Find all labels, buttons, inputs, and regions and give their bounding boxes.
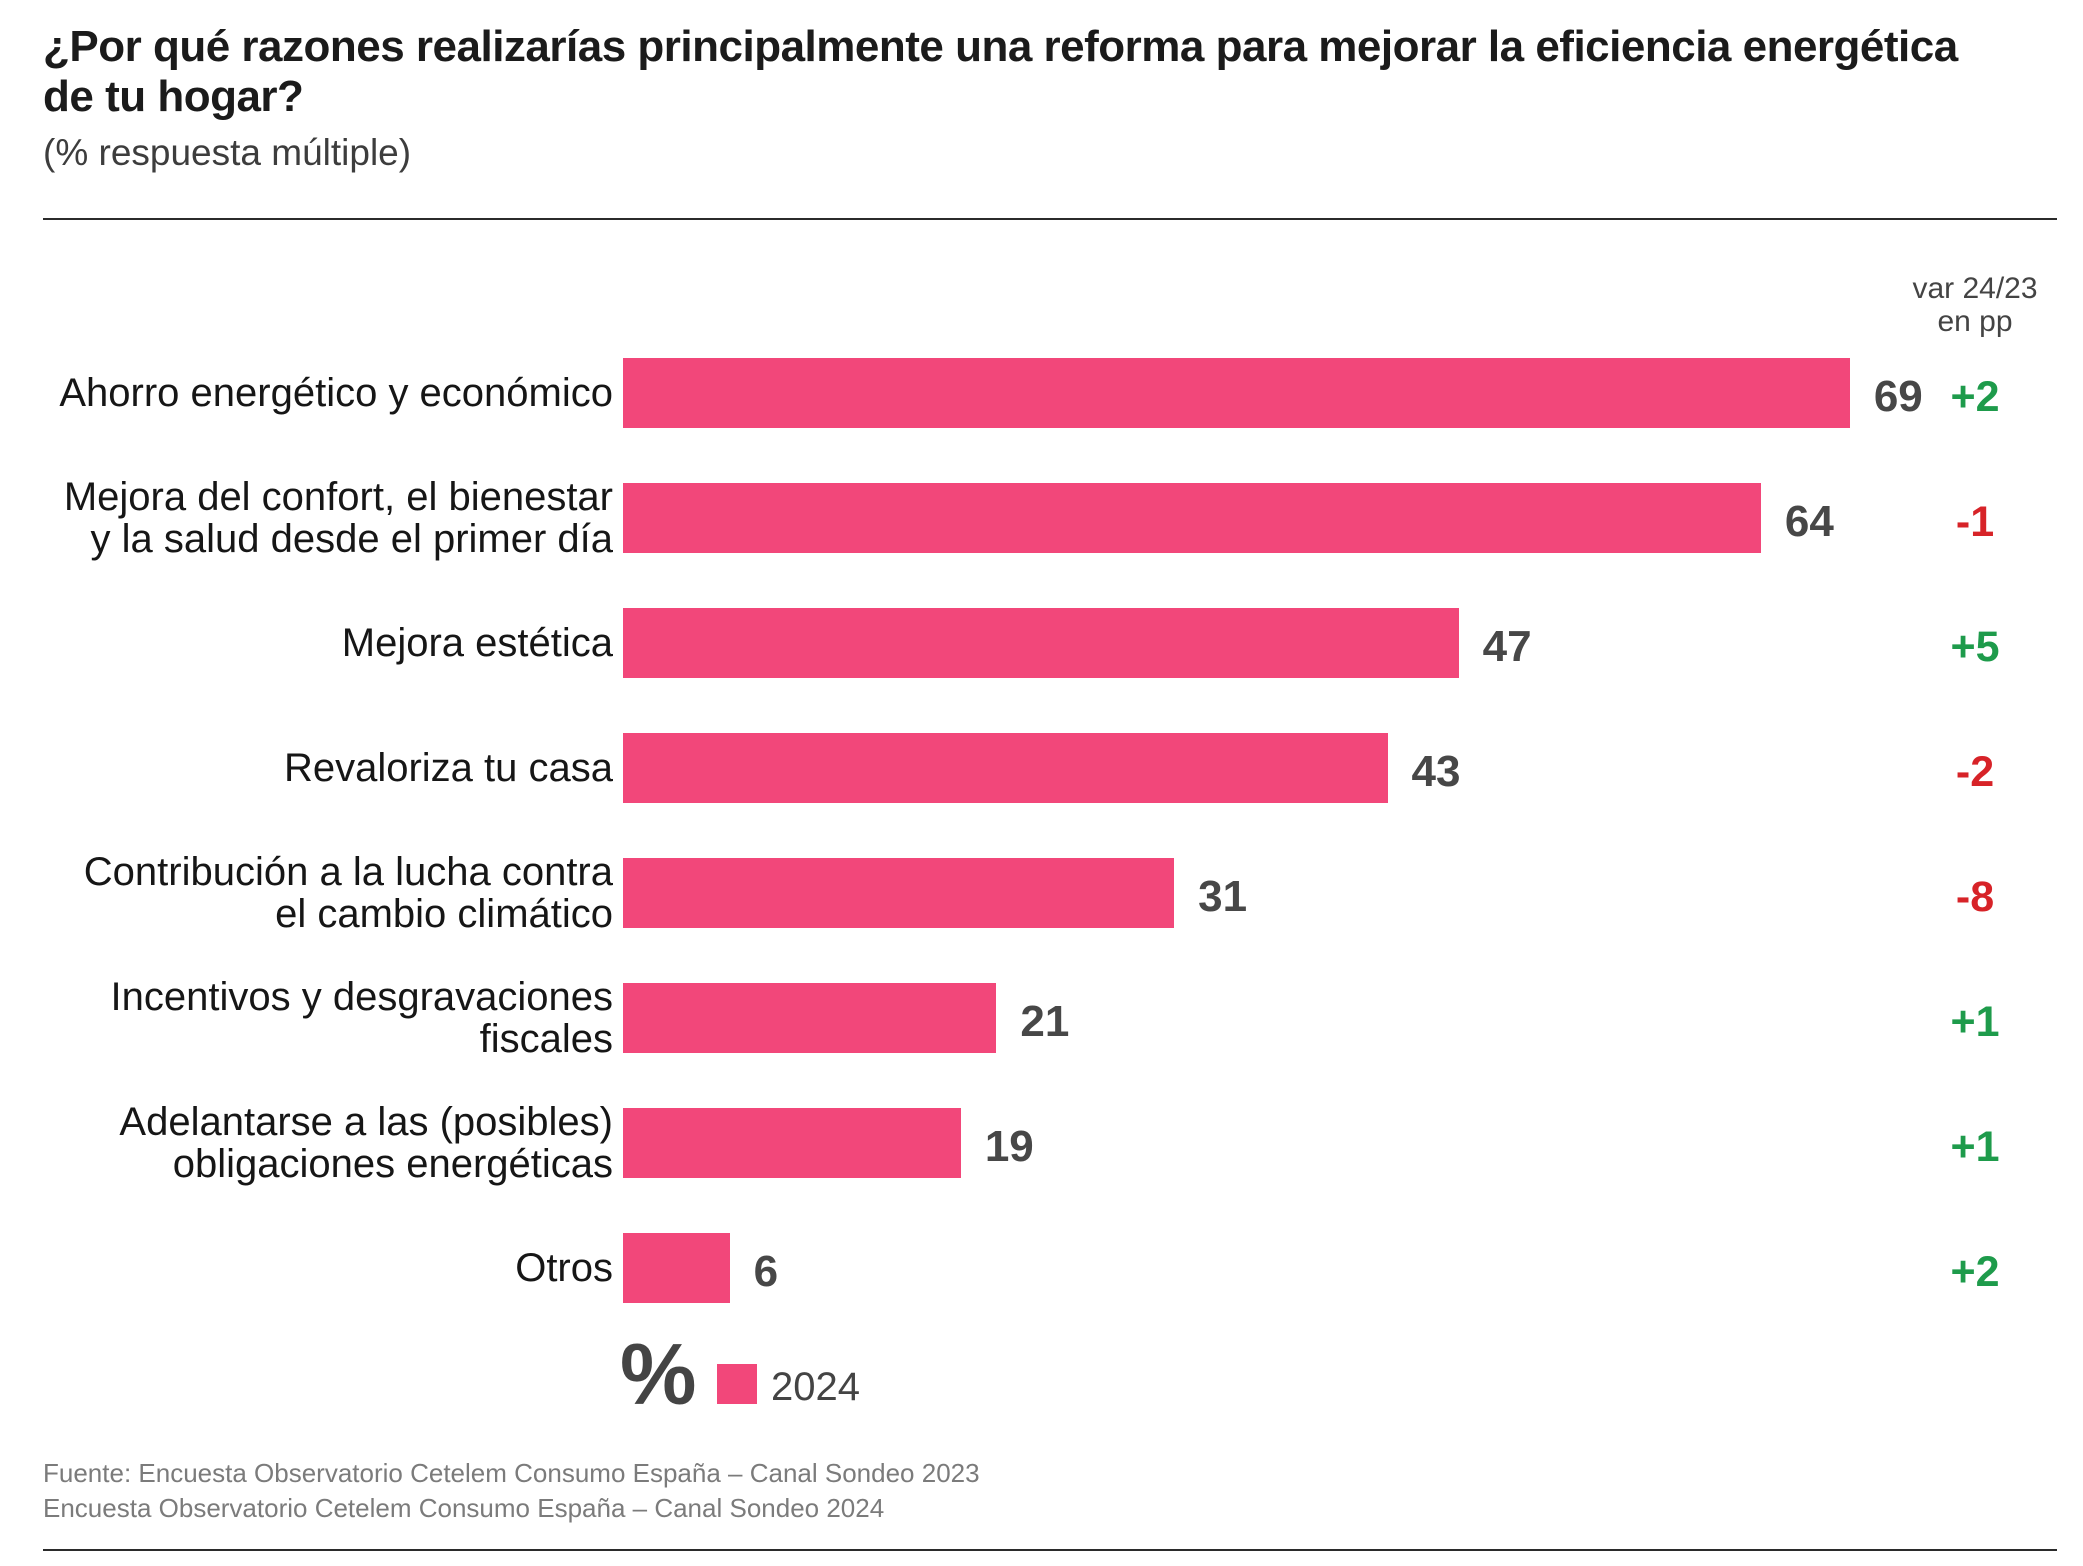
variation-value: +2	[1950, 1248, 2000, 1296]
source-line-1: Fuente: Encuesta Observatorio Cetelem Co…	[43, 1458, 980, 1488]
value-label: 64	[1784, 497, 1834, 546]
category-label: Mejora del confort, el bienestar y la sa…	[63, 475, 613, 561]
bar	[623, 1233, 730, 1303]
chart-row: Mejora del confort, el bienestar y la sa…	[0, 476, 2083, 560]
variation-column-header: var 24/23 en pp	[1885, 272, 2065, 338]
category-label: Otros	[515, 1246, 613, 1290]
variation-header-line-1: var 24/23	[1912, 272, 2038, 305]
variation-value: -8	[1955, 873, 1995, 921]
bar	[623, 483, 1761, 553]
legend-unit: %	[620, 1327, 697, 1423]
variation-value: +1	[1950, 998, 2000, 1046]
value-label: 47	[1482, 622, 1532, 671]
variation-header-line-2: en pp	[1937, 305, 2013, 338]
variation-value: -2	[1955, 748, 1995, 796]
category-label: Ahorro energético y económico	[59, 371, 613, 415]
legend-swatch	[717, 1364, 757, 1404]
chart-row: Mejora estética 47 +5	[0, 608, 2083, 678]
chart-row: Otros 6 +2	[0, 1233, 2083, 1303]
bar	[623, 358, 1850, 428]
chart-row: Contribución a la lucha contra el cambio…	[0, 851, 2083, 935]
legend-label: 2024	[771, 1365, 860, 1409]
value-label: 43	[1411, 747, 1461, 796]
value-label: 69	[1873, 372, 1923, 421]
chart-subtitle: (% respuesta múltiple)	[43, 132, 412, 173]
chart-row: Ahorro energético y económico 69 +2	[0, 358, 2083, 428]
chart-row: Adelantarse a las (posibles) obligacione…	[0, 1101, 2083, 1185]
value-label: 19	[984, 1122, 1034, 1171]
category-label: Revaloriza tu casa	[283, 746, 613, 790]
value-label: 21	[1020, 997, 1070, 1046]
source-note: Fuente: Encuesta Observatorio Cetelem Co…	[43, 1456, 980, 1526]
bar	[623, 733, 1388, 803]
top-divider	[43, 218, 2057, 220]
value-label: 31	[1198, 872, 1248, 921]
bar	[623, 983, 997, 1053]
bottom-divider	[43, 1549, 2057, 1551]
category-label: Adelantarse a las (posibles) obligacione…	[119, 1100, 613, 1186]
chart-title: ¿Por qué razones realizarías principalme…	[43, 22, 1958, 121]
value-label: 6	[753, 1247, 779, 1296]
variation-value: +5	[1950, 623, 2000, 671]
variation-value: +1	[1950, 1123, 2000, 1171]
chart-row: Revaloriza tu casa 43 -2	[0, 733, 2083, 803]
bar	[623, 1108, 961, 1178]
chart-row: Incentivos y desgravaciones fiscales 21 +1	[0, 976, 2083, 1060]
variation-value: -1	[1955, 498, 1995, 546]
bar	[623, 608, 1459, 678]
category-label: Incentivos y desgravaciones fiscales	[110, 975, 614, 1061]
category-label: Mejora estética	[341, 621, 613, 665]
category-label: Contribución a la lucha contra el cambio…	[83, 850, 613, 936]
bar	[623, 858, 1175, 928]
variation-value: +2	[1950, 373, 2000, 421]
source-line-2: Encuesta Observatorio Cetelem Consumo Es…	[43, 1493, 885, 1523]
